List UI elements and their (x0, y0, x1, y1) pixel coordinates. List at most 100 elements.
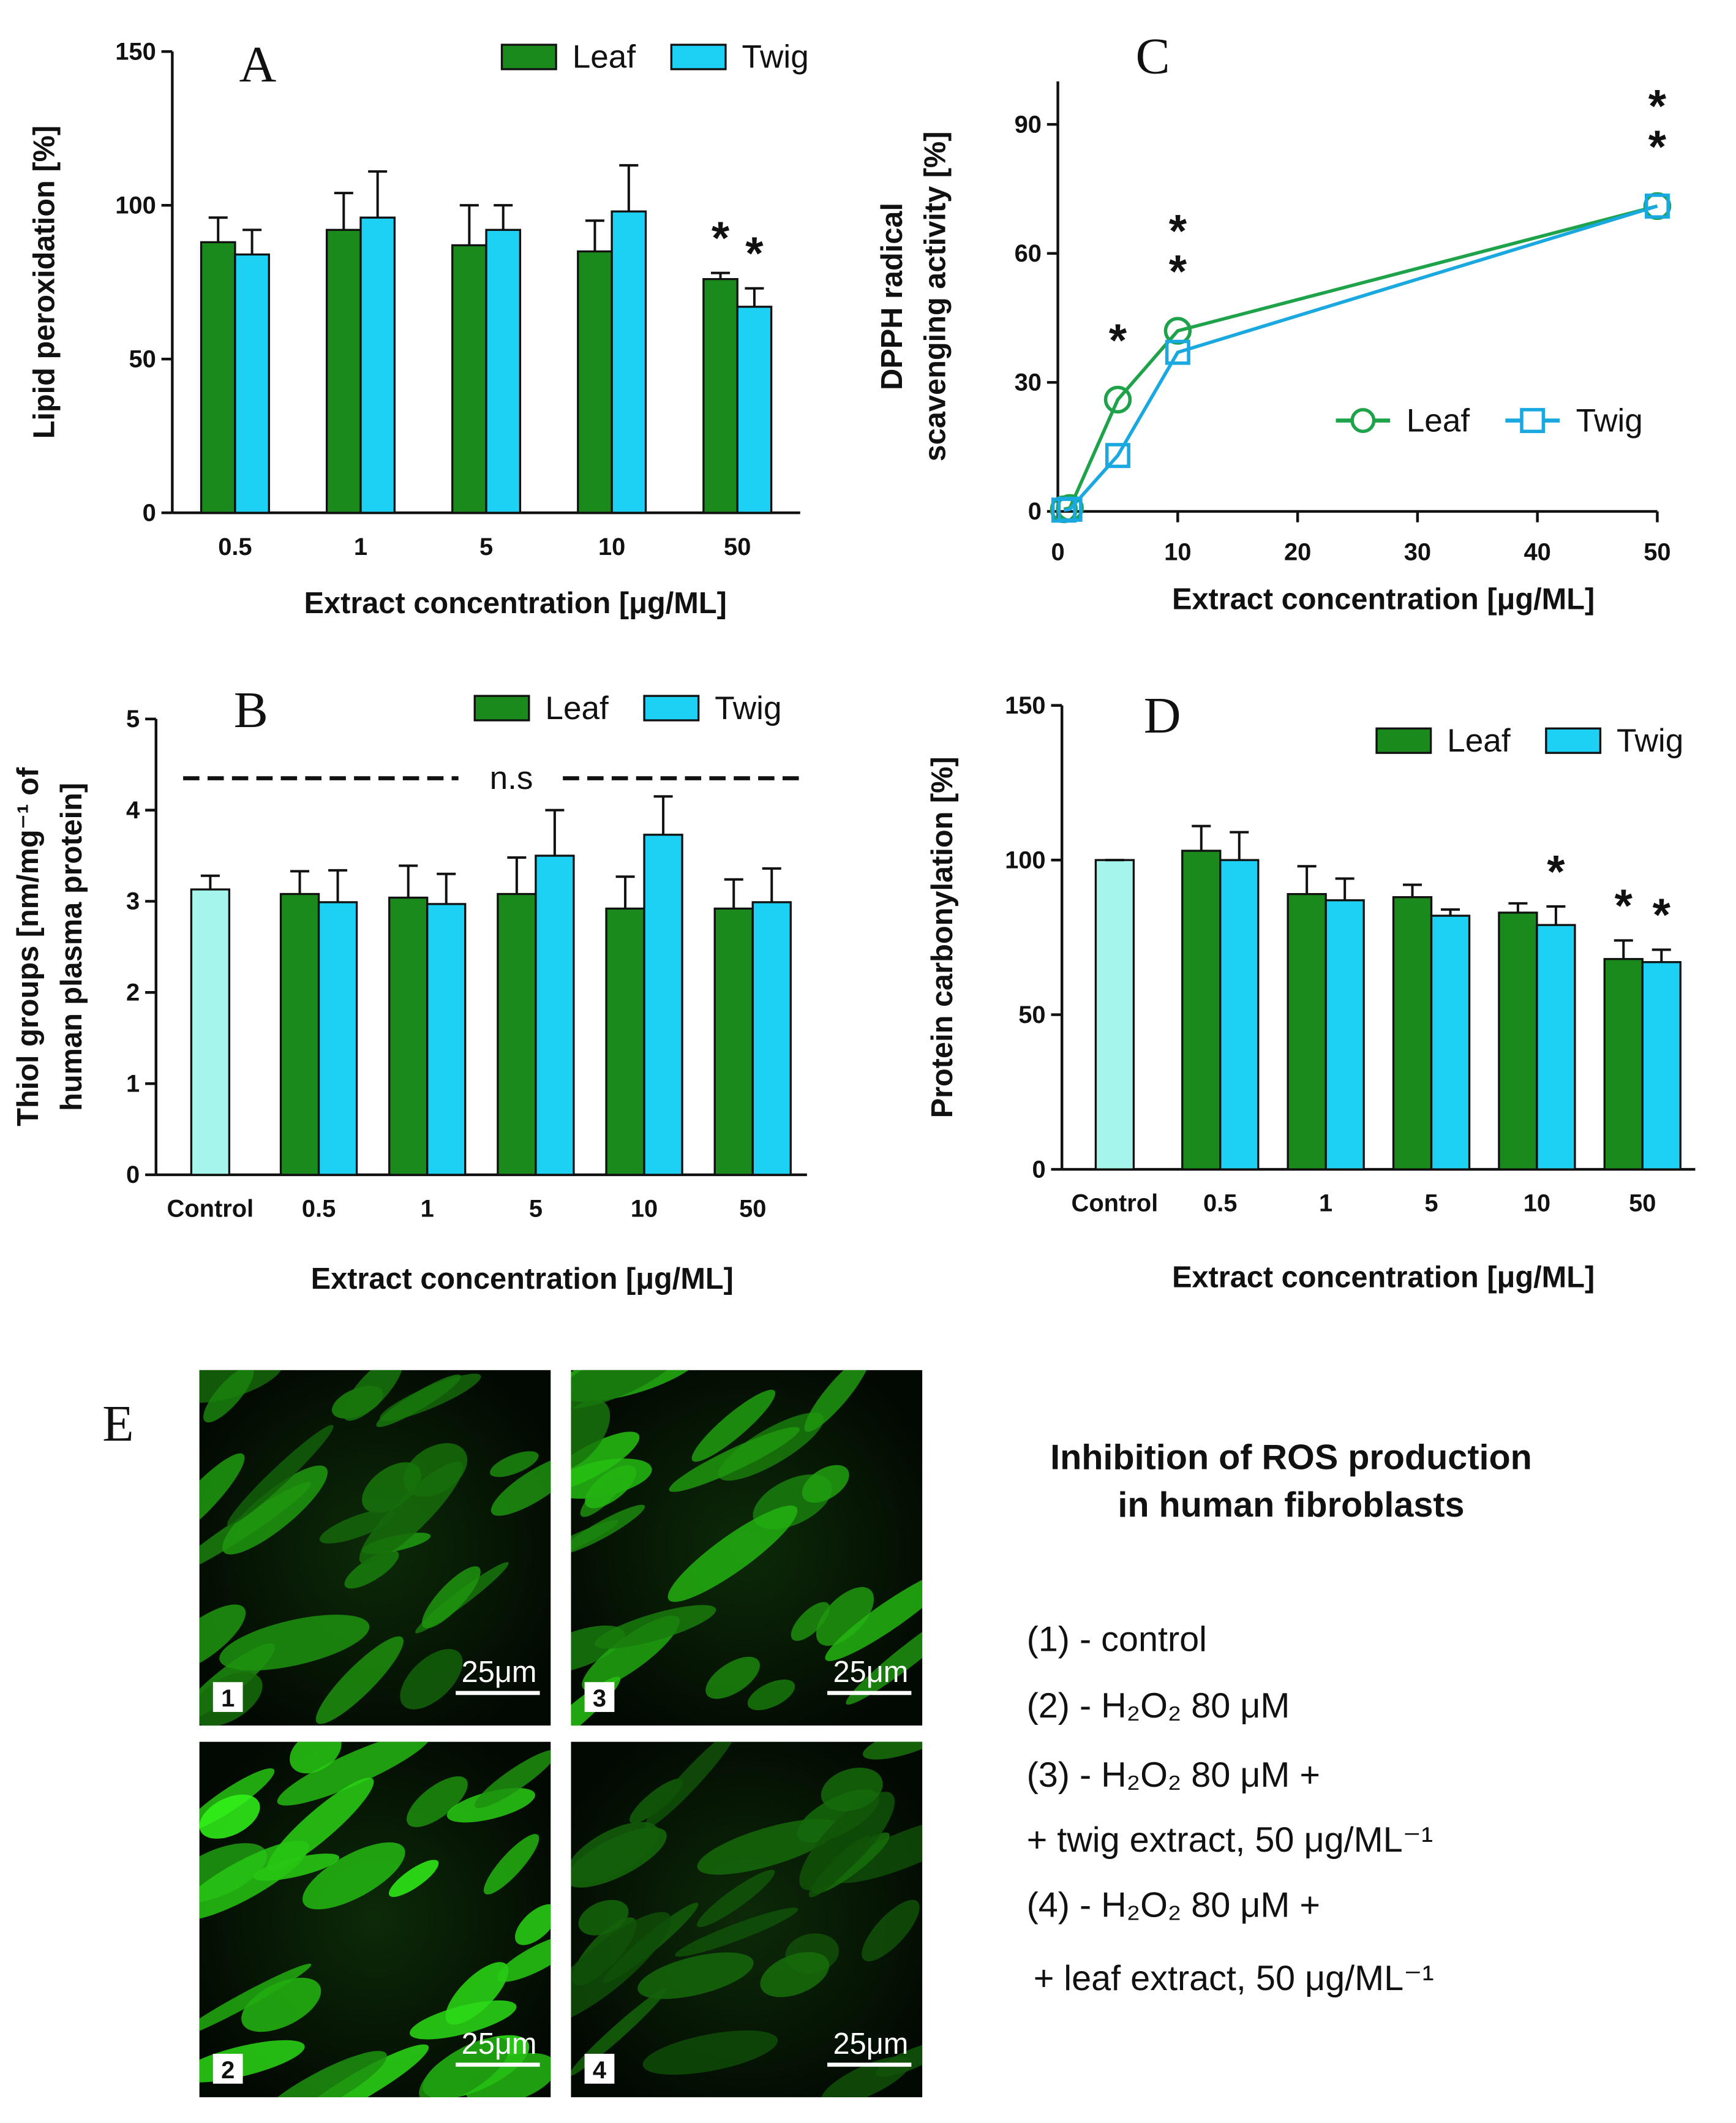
legend-marker (1520, 408, 1546, 434)
image-number: 3 (593, 1685, 606, 1712)
error-bar (437, 872, 456, 904)
cell (697, 1819, 840, 1875)
cell (241, 1977, 321, 2032)
legend-swatch (1375, 727, 1432, 754)
cell (315, 1636, 404, 1724)
cell (571, 1399, 611, 1471)
y-axis-label: DPPH radical (876, 203, 909, 390)
cell (571, 1370, 683, 1409)
cell (422, 1566, 481, 1629)
cell (669, 1427, 800, 1492)
cell (359, 1461, 464, 1564)
bar (1430, 914, 1471, 1171)
legend-label: Leaf (1447, 723, 1511, 759)
x-axis-label: Extract concentration [μg/ML] (311, 1262, 734, 1295)
cell (821, 2056, 911, 2097)
micrograph: 3 25μm (571, 1370, 923, 1726)
x-tick-label: 10 (631, 1196, 658, 1223)
legend-swatch (1545, 727, 1602, 754)
y-tick-label: 0 (1032, 1156, 1045, 1183)
y-tick-label: 3 (126, 888, 140, 915)
cell (497, 1934, 551, 1982)
significance-star: * (1648, 80, 1667, 132)
cell (445, 1962, 509, 2025)
bar (451, 244, 487, 514)
x-axis-label: Extract concentration [μg/ML] (1172, 583, 1595, 616)
line (1063, 204, 1658, 512)
bar (485, 228, 522, 514)
marker (1165, 339, 1190, 365)
error-bar (1297, 865, 1317, 894)
cell (804, 1370, 870, 1432)
cell (816, 1587, 874, 1646)
significance-star: * (1648, 121, 1667, 173)
cell (595, 1605, 716, 1649)
x-tick-label: 10 (1164, 539, 1191, 566)
e-legend-line: (3) - H₂O₂ 80 μM + (1027, 1755, 1320, 1795)
cells (199, 1370, 551, 1726)
cell (203, 1370, 254, 1423)
x-tick-label: 1 (1319, 1190, 1332, 1217)
bar (325, 228, 362, 514)
significance-star: * (1615, 880, 1633, 931)
legend-label: Twig (715, 690, 781, 726)
x-tick-label: 0 (1051, 539, 1064, 566)
e-legend-line: + leaf extract, 50 μg/ML⁻¹ (1034, 1959, 1434, 1998)
significance-star: * (1547, 846, 1565, 897)
y-axis-label: human plasma protein] (55, 783, 88, 1111)
x-tick-label: 40 (1524, 539, 1551, 566)
marker (1057, 496, 1083, 522)
bar (702, 277, 738, 514)
bar (234, 253, 270, 514)
error-bar (545, 809, 565, 856)
x-tick-label: 50 (724, 534, 751, 560)
cells (571, 1370, 923, 1726)
e-legend-line: (2) - H₂O₂ 80 μM (1027, 1686, 1290, 1725)
x-tick-label: 5 (479, 534, 493, 560)
cell (219, 1615, 370, 1671)
cell (799, 1792, 895, 1890)
micrograph: 1 25μm (199, 1370, 551, 1726)
legend-label: Twig (1617, 723, 1683, 759)
bar (279, 892, 320, 1176)
error-bar (1651, 948, 1671, 962)
cell (255, 2051, 387, 2097)
error-bar (653, 795, 673, 835)
cell (400, 1649, 463, 1710)
y-tick-label: 0 (143, 499, 156, 526)
error-bar (334, 192, 353, 230)
bar (1181, 850, 1222, 1171)
bar (713, 907, 754, 1176)
bar (535, 854, 575, 1176)
e-legend-line: (1) - control (1027, 1620, 1207, 1659)
legend-label: Twig (1576, 402, 1643, 439)
x-tick-label: 30 (1404, 539, 1431, 566)
x-tick-label: 10 (598, 534, 625, 560)
y-tick-label: 0 (126, 1161, 140, 1188)
bar (611, 210, 647, 514)
error-bar (459, 204, 479, 246)
marker (1105, 443, 1130, 469)
cell (696, 1869, 775, 1928)
bar (497, 892, 537, 1176)
legend-label: Leaf (573, 39, 636, 75)
marker (1644, 193, 1670, 219)
cell (691, 1389, 776, 1462)
legend-marker (1350, 408, 1376, 434)
error-bar (1192, 824, 1211, 851)
y-tick-label: 4 (126, 797, 140, 824)
cell (388, 1860, 439, 1897)
number-box (584, 2054, 615, 2084)
bar (1536, 924, 1576, 1171)
e-title: Inhibition of ROS production (1050, 1438, 1532, 1477)
x-tick-label: 50 (739, 1196, 766, 1223)
cell (675, 1907, 798, 1957)
cell (319, 1509, 396, 1544)
legend-label: Leaf (545, 690, 609, 726)
micrograph: 4 25μm (571, 1741, 923, 2097)
y-tick-label: 90 (1015, 111, 1042, 138)
bar (577, 250, 613, 514)
cell (585, 1465, 637, 1509)
cell (199, 1370, 284, 1403)
cell (199, 1604, 246, 1673)
